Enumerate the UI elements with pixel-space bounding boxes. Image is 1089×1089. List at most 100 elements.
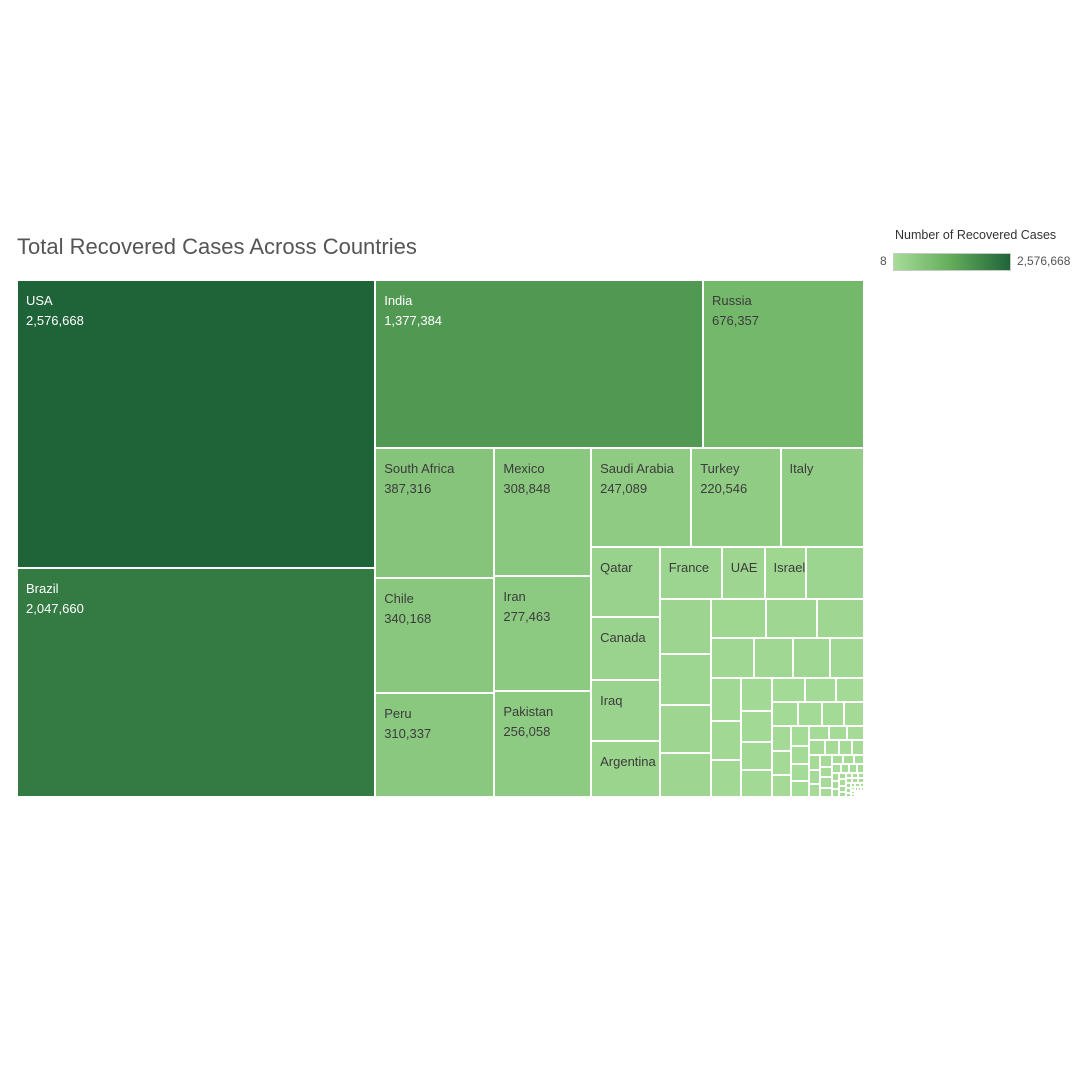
cell-label: India 1,377,384 — [384, 291, 442, 331]
legend-max-label: 2,576,668 — [1017, 254, 1071, 268]
country-value: 247,089 — [600, 481, 648, 497]
country-value: 256,058 — [503, 723, 551, 739]
treemap-cell — [793, 638, 830, 679]
treemap-cell — [790, 745, 810, 765]
treemap-cell — [838, 785, 847, 792]
treemap-cell — [741, 711, 773, 742]
treemap-cell — [850, 782, 856, 787]
country-value: 1,377,384 — [384, 313, 443, 328]
cell-label: Peru 310,337 — [384, 704, 431, 744]
treemap-cell — [831, 763, 841, 773]
treemap-cell-uae: UAE — [721, 547, 765, 600]
treemap-cell — [711, 760, 742, 797]
country-name: Peru — [384, 705, 412, 721]
treemap-cell — [857, 795, 860, 797]
treemap-cell-brazil: Brazil 2,047,660 — [17, 568, 376, 797]
country-name: Brazil — [26, 581, 59, 597]
treemap-cell — [846, 778, 853, 783]
treemap-cell — [711, 638, 754, 679]
treemap-cell — [850, 793, 855, 797]
color-legend: Number of Recovered Cases 8 2,576,668 — [880, 226, 1080, 276]
country-name: South Africa — [384, 461, 455, 477]
country-value: 2,576,668 — [26, 313, 84, 328]
treemap-cell — [854, 754, 864, 764]
treemap-cell — [838, 772, 847, 780]
treemap-cell-iraq: Iraq — [591, 680, 660, 741]
treemap-cell — [805, 547, 864, 600]
country-name: USA — [26, 293, 53, 308]
cell-label: Argentina — [600, 752, 656, 772]
cell-label: Israel — [774, 558, 806, 578]
country-name: Italy — [789, 461, 814, 477]
country-value: 676,357 — [712, 313, 760, 328]
treemap-cell — [851, 740, 864, 755]
cell-label: Brazil 2,047,660 — [26, 579, 84, 619]
treemap-cell — [790, 725, 810, 746]
treemap-cell — [820, 777, 832, 788]
cell-label: Turkey 220,546 — [700, 459, 747, 499]
treemap-cell — [821, 701, 844, 726]
treemap-cell — [772, 775, 791, 797]
country-name: Argentina — [600, 753, 656, 769]
country-value: 277,463 — [503, 609, 551, 625]
treemap-cell — [790, 764, 810, 782]
treemap-cell — [809, 769, 821, 784]
treemap-cell — [846, 772, 853, 779]
treemap-cell-south-africa: South Africa 387,316 — [375, 448, 495, 579]
treemap-cell — [858, 786, 862, 791]
cell-label: France — [669, 558, 709, 578]
legend-color-bar — [893, 253, 1011, 271]
treemap-cell — [805, 678, 836, 702]
treemap-cell — [840, 763, 850, 773]
treemap-cell — [816, 599, 864, 639]
treemap-chart: USA 2,576,668 Brazil 2,047,660 India 1,377,38… — [17, 280, 864, 797]
treemap-cell — [824, 740, 839, 755]
country-name: Mexico — [503, 461, 545, 477]
treemap-cell — [659, 599, 712, 655]
cell-label: South Africa 387,316 — [384, 459, 454, 499]
treemap-cell — [858, 772, 864, 779]
treemap-cell — [809, 754, 821, 770]
legend-min-label: 8 — [880, 254, 887, 268]
country-name: Russia — [712, 293, 752, 308]
country-name: Pakistan — [503, 703, 554, 719]
country-name: Canada — [600, 630, 646, 646]
country-name: Turkey — [700, 461, 740, 477]
country-name: France — [668, 560, 710, 576]
country-value: 310,337 — [384, 725, 432, 741]
treemap-cell — [741, 741, 773, 771]
treemap-cell-chile: Chile 340,168 — [375, 578, 495, 693]
treemap-cell — [856, 763, 864, 773]
treemap-cell — [711, 599, 766, 639]
treemap-cell — [809, 725, 829, 741]
treemap-cell-israel: Israel — [764, 547, 806, 600]
cell-label: Chile 340,168 — [384, 589, 431, 629]
treemap-cell — [843, 701, 864, 726]
cell-label: Iran 277,463 — [503, 587, 550, 627]
country-name: Israel — [773, 560, 806, 576]
treemap-cell-mexico: Mexico 308,848 — [494, 448, 592, 577]
treemap-cell-pakistan: Pakistan 256,058 — [494, 690, 592, 797]
country-value: 308,848 — [503, 481, 551, 497]
treemap-cell — [809, 783, 821, 797]
treemap-cell — [797, 701, 822, 726]
country-name: Qatar — [600, 560, 633, 576]
country-name: Iran — [503, 589, 526, 605]
treemap-cell — [831, 789, 839, 797]
treemap-cell — [862, 790, 864, 793]
treemap-cell — [831, 772, 839, 782]
treemap-cell — [772, 701, 798, 726]
treemap-cell — [852, 772, 859, 779]
treemap-cell-qatar: Qatar — [591, 547, 660, 618]
cell-label: Qatar — [600, 558, 633, 578]
treemap-cell — [741, 770, 773, 797]
treemap-cell — [846, 792, 851, 797]
treemap-cell — [838, 779, 847, 786]
treemap-cell-usa: USA 2,576,668 — [17, 280, 376, 569]
treemap-cell — [659, 654, 712, 706]
cell-label: USA 2,576,668 — [26, 291, 84, 331]
treemap-cell-saudi-arabia: Saudi Arabia 247,089 — [591, 448, 692, 548]
treemap-cell — [711, 678, 742, 721]
treemap-cell — [859, 792, 862, 795]
treemap-cell — [820, 754, 832, 767]
